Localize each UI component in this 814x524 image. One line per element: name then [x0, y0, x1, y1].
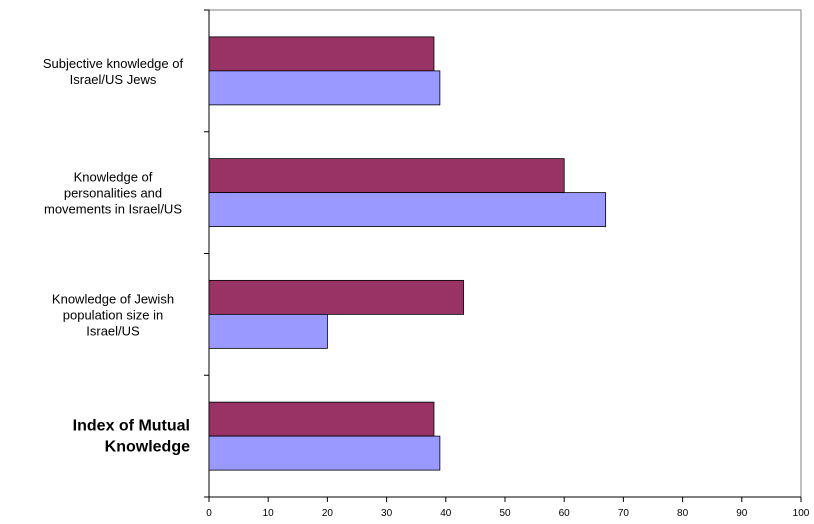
bar-series-2 [208, 313, 328, 349]
category-label-line: Index of Mutual [73, 418, 190, 435]
labels-layer: 0 10 20 30 40 50 60 70 80 90 100 Subjective knowled… [43, 56, 810, 519]
bar-series-2 [208, 192, 607, 228]
category-label: Subjective knowledge of Israel/US Jews [43, 56, 184, 87]
bars-layer [208, 36, 607, 471]
ticks-layer [204, 9, 802, 502]
category-label-line: Knowledge of Jewish [52, 291, 174, 306]
category-label-line: personalities and [64, 186, 162, 201]
category-label: Knowledge of personalities and movements i… [44, 170, 182, 217]
category-label-line: Israel/US [86, 323, 140, 338]
bar-series-1 [208, 279, 464, 315]
x-tick-label: 40 [440, 508, 452, 519]
x-tick-label: 70 [618, 508, 630, 519]
category-label-line: Subjective knowledge of [43, 56, 184, 71]
category-label-line: Knowledge [105, 439, 190, 456]
category-label-line: Knowledge of [74, 170, 153, 185]
x-tick-label: 60 [559, 508, 571, 519]
bar-series-1 [208, 401, 435, 437]
bar-series-1 [208, 158, 565, 194]
bar-series-2 [208, 70, 441, 106]
category-label-line: Israel/US Jews [70, 72, 157, 87]
category-label: Knowledge of Jewish population size in Isr… [52, 291, 174, 338]
bar-series-1 [208, 36, 435, 72]
x-tick-label: 80 [677, 508, 689, 519]
category-label-line: population size in [63, 307, 163, 322]
x-tick-label: 100 [793, 508, 810, 519]
x-tick-label: 50 [499, 508, 511, 519]
category-label-line: movements in Israel/US [44, 202, 182, 217]
category-label: Index of Mutual Knowledge [73, 418, 190, 456]
x-tick-label: 30 [381, 508, 393, 519]
x-tick-label: 20 [322, 508, 334, 519]
bar-series-2 [208, 435, 441, 471]
x-tick-label: 10 [263, 508, 275, 519]
x-tick-label: 0 [206, 508, 212, 519]
x-tick-label: 90 [736, 508, 748, 519]
